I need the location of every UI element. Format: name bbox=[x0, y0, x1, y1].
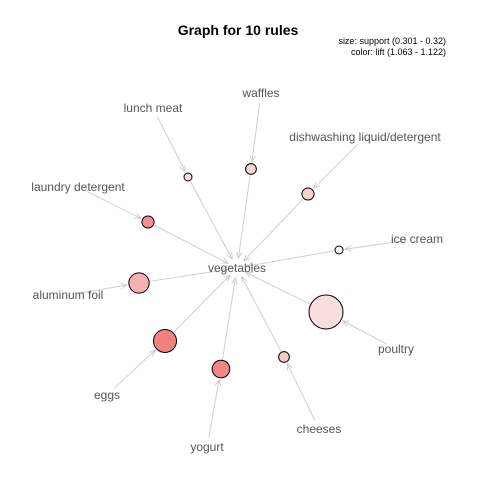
rule-node-ice-cream bbox=[334, 245, 344, 255]
rule-node-waffles bbox=[245, 163, 257, 175]
edge-rule-eggs-to-vegetables bbox=[173, 275, 230, 333]
edge-dishwashing-liquid-detergent-to-rule bbox=[314, 143, 359, 188]
edge-aluminum-foil-to-rule bbox=[77, 285, 127, 294]
legend-size: size: support (0.301 - 0.32) bbox=[338, 36, 446, 46]
item-label-aluminum-foil: aluminum foil bbox=[33, 288, 104, 302]
center-item-label: vegetables bbox=[208, 261, 266, 275]
rule-node-dishwashing-liquid-detergent bbox=[301, 187, 315, 201]
item-label-lunch-meat: lunch meat bbox=[124, 101, 183, 115]
legend-color: color: lift (1.063 - 1.122) bbox=[351, 47, 446, 57]
item-label-poultry: poultry bbox=[378, 342, 414, 356]
edge-lunch-meat-to-rule bbox=[157, 116, 186, 172]
edge-waffles-to-rule bbox=[252, 102, 261, 162]
chart-title: Graph for 10 rules bbox=[178, 22, 299, 38]
rule-node-poultry bbox=[308, 294, 344, 330]
edge-rule-laundry-detergent-to-vegetables bbox=[154, 224, 228, 263]
item-label-cheeses: cheeses bbox=[297, 422, 342, 436]
edge-rule-aluminum-foil-to-vegetables bbox=[149, 270, 227, 282]
edge-rule-yogurt-to-vegetables bbox=[222, 278, 236, 360]
rule-node-aluminum-foil bbox=[128, 272, 150, 294]
item-label-dishwashing-liquid-detergent: dishwashing liquid/detergent bbox=[289, 130, 441, 144]
item-label-laundry-detergent: laundry detergent bbox=[31, 180, 125, 194]
edge-eggs-to-rule bbox=[113, 350, 155, 389]
edge-layer bbox=[77, 102, 408, 438]
edge-rule-cheeses-to-vegetables bbox=[242, 277, 282, 352]
item-label-ice-cream: ice cream bbox=[391, 232, 443, 246]
edge-rule-waffles-to-vegetables bbox=[238, 175, 251, 258]
edge-rule-lunch-meat-to-vegetables bbox=[189, 181, 232, 259]
rule-node-yogurt bbox=[211, 359, 231, 379]
item-label-yogurt: yogurt bbox=[190, 440, 224, 454]
rule-node-eggs bbox=[152, 328, 178, 354]
item-label-layer: lunch meat waffles dishwashing liquid/dete… bbox=[31, 86, 443, 454]
rule-node-laundry-detergent bbox=[141, 215, 155, 229]
edge-rule-poultry-to-vegetables bbox=[246, 272, 311, 305]
edge-poultry-to-rule bbox=[343, 321, 388, 345]
item-label-waffles: waffles bbox=[241, 86, 279, 100]
edge-rule-dishwashing-liquid-detergent-to-vegetables bbox=[244, 198, 304, 261]
rule-node-cheeses bbox=[278, 351, 290, 363]
rule-node-layer bbox=[128, 163, 344, 379]
rule-node-lunch-meat bbox=[183, 172, 193, 182]
edge-rule-ice-cream-to-vegetables bbox=[247, 250, 335, 266]
edge-yogurt-to-rule bbox=[208, 380, 219, 438]
edge-ice-cream-to-rule bbox=[345, 239, 408, 249]
edge-cheeses-to-rule bbox=[287, 364, 316, 421]
item-label-eggs: eggs bbox=[94, 388, 120, 402]
edge-laundry-detergent-to-rule bbox=[86, 191, 141, 218]
